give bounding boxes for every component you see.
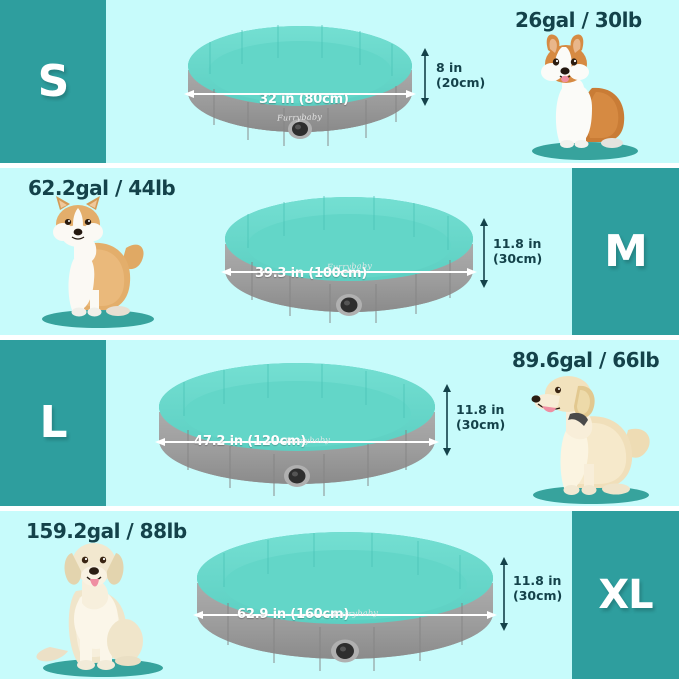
dog-figure-golden-retriever [518, 368, 664, 504]
size-badge-label: L [39, 397, 67, 448]
pool-height-cm-m: (30cm) [493, 251, 543, 266]
dog-figure-labrador [28, 537, 178, 677]
pool-illustration-m [218, 192, 480, 328]
size-badge-label: M [604, 225, 648, 277]
pool-height-arrow-xl [500, 557, 508, 631]
dog-figure-shiba-inu [28, 196, 168, 328]
size-badge-label: XL [598, 572, 653, 618]
pool-height-cm-xl: (30cm) [513, 588, 563, 603]
size-badge-m: M [572, 168, 679, 335]
pool-height-in-l: 11.8 in [456, 402, 505, 417]
pool-height-cm-l: (30cm) [456, 417, 506, 432]
brand-mark-m: Furrybaby [326, 261, 373, 272]
pool-illustration-l [152, 360, 442, 500]
size-row-s: S [0, 0, 679, 163]
pool-height-arrow-s [421, 48, 429, 106]
capacity-label-xl: 159.2gal / 88lb [26, 519, 187, 543]
pool-diameter-label-xl: 62.9 in (160cm) [237, 607, 350, 622]
pool-height-label-l: 11.8 in (30cm) [456, 402, 505, 432]
pool-diameter-label-s: 32 in (80cm) [259, 92, 349, 107]
size-row-xl: XL 159.2gal / 88lb [0, 511, 679, 679]
pool-diameter-label-m: 39.3 in (100cm) [255, 266, 368, 281]
size-badge-s: S [0, 0, 106, 163]
capacity-label-l: 89.6gal / 66lb [512, 348, 660, 372]
pool-height-arrow-m [480, 218, 488, 288]
pool-height-in-s: 8 in [436, 60, 463, 75]
pool-height-label-xl: 11.8 in (30cm) [513, 573, 562, 603]
brand-mark-xl: Furrybaby [332, 608, 379, 619]
capacity-label-m: 62.2gal / 44lb [28, 176, 176, 200]
pool-height-arrow-l [443, 384, 451, 456]
pool-height-in-xl: 11.8 in [513, 573, 562, 588]
pool-height-in-m: 11.8 in [493, 236, 542, 251]
brand-mark-l: Furrybaby [284, 435, 331, 446]
size-badge-l: L [0, 340, 106, 506]
pool-diameter-label-l: 47.2 in (120cm) [194, 434, 307, 449]
size-badge-label: S [37, 55, 70, 107]
pool-illustration-s [180, 22, 420, 152]
size-row-m: M 62.2gal / 44lb [0, 168, 679, 335]
capacity-label-s: 26gal / 30lb [515, 8, 642, 32]
pool-height-cm-s: (20cm) [436, 75, 486, 90]
pool-height-label-m: 11.8 in (30cm) [493, 236, 542, 266]
pool-height-label-s: 8 in (20cm) [436, 60, 485, 90]
brand-mark-s: Furrybaby [276, 112, 323, 123]
size-badge-xl: XL [572, 511, 679, 679]
pool-illustration-xl [190, 529, 500, 675]
size-row-l: L [0, 340, 679, 506]
dog-figure-corgi [520, 32, 650, 160]
